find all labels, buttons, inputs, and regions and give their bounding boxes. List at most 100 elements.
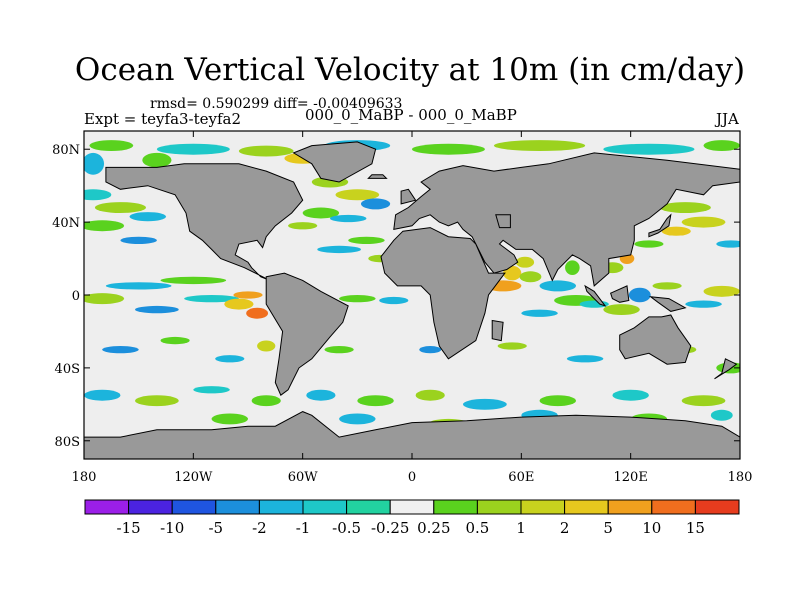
- contour-patch: [348, 236, 385, 244]
- land-australia: [619, 314, 692, 365]
- colorbar-box: [433, 499, 478, 515]
- contour-patch: [661, 226, 691, 236]
- lon-tick-label: 0: [408, 470, 416, 485]
- contour-patch: [415, 389, 445, 401]
- contour-patch: [710, 409, 733, 421]
- colorbar-label: 10: [642, 519, 661, 537]
- contour-patch: [238, 145, 294, 157]
- map-ticks: 180 120W 60W 0 60E 120E 180 80N 40N 0 40S 80S: [52, 131, 752, 485]
- colorbar-label: -15: [117, 519, 141, 537]
- colorbar-label: -1: [296, 519, 311, 537]
- colorbar-label: -10: [160, 519, 184, 537]
- land-iceland: [367, 174, 388, 179]
- contour-patch: [233, 291, 263, 299]
- contour-patch: [539, 395, 576, 407]
- land-antarctica: [84, 411, 740, 459]
- lon-tick-label: 60W: [288, 470, 319, 485]
- contour-patch: [224, 298, 254, 310]
- contour-patch: [211, 413, 248, 425]
- contour-patch: [339, 413, 376, 425]
- stats-text: rmsd= 0.590299 diff= -0.00409633: [150, 96, 403, 112]
- contour-patch: [612, 389, 649, 401]
- contour-patch: [379, 296, 409, 305]
- contour-patch: [628, 287, 651, 303]
- colorbar-box: [520, 499, 566, 515]
- plot-title: Ocean Vertical Velocity at 10m (in cm/da…: [74, 52, 746, 88]
- colorbar-box: [476, 499, 522, 515]
- colorbar-box: [694, 499, 740, 515]
- land-mask: [84, 141, 740, 459]
- colorbar-label: -5: [208, 519, 223, 537]
- contour-patch: [84, 293, 125, 305]
- contour-patch: [335, 189, 380, 201]
- contour-patch: [288, 222, 318, 230]
- lon-tick-label: 120W: [174, 470, 213, 485]
- contour-patch: [565, 260, 580, 275]
- contour-patch: [412, 143, 485, 155]
- contour-patch: [306, 389, 336, 401]
- center-subtitle: 000_0_MaBP - 000_0_MaBP: [305, 106, 517, 124]
- lon-tick-label: 180: [72, 470, 97, 485]
- land-new-zealand: [714, 358, 738, 380]
- contour-patch: [102, 346, 139, 354]
- land-indonesia-sumatra: [584, 284, 607, 307]
- contour-patch: [193, 386, 230, 394]
- contour-patch: [246, 307, 269, 319]
- colorbar-box: [346, 499, 391, 515]
- lat-tick-label: 40N: [52, 216, 80, 231]
- colorbar-label: -0.5: [332, 519, 361, 537]
- land-japan: [648, 213, 672, 238]
- contour-patch: [84, 152, 105, 175]
- contour-patch: [105, 282, 172, 290]
- contour-patch: [160, 276, 227, 285]
- land-madagascar: [491, 319, 504, 342]
- contour-patch: [339, 295, 376, 303]
- contour-patch: [703, 285, 740, 297]
- contour-patch: [129, 212, 166, 222]
- contour-patch: [566, 355, 604, 363]
- map-panel: [84, 131, 740, 459]
- colorbar-box: [651, 499, 696, 515]
- contour-patch: [156, 143, 230, 155]
- contour-patch: [89, 140, 134, 152]
- contour-patch: [497, 342, 527, 350]
- colorbar-label: 2: [560, 519, 570, 537]
- colorbar-box: [302, 499, 348, 515]
- lat-tick-label: 40S: [55, 362, 80, 377]
- land-greenland: [292, 141, 377, 183]
- contour-patch: [521, 309, 558, 317]
- colorbar-label: 5: [603, 519, 613, 537]
- colorbar-box: [564, 499, 609, 515]
- contour-patch: [603, 304, 640, 316]
- lon-tick-label: 60E: [508, 470, 534, 485]
- contour-patch: [251, 395, 281, 407]
- colorbar-label: -2: [252, 519, 267, 537]
- contour-patch: [539, 280, 576, 292]
- land-caspian-ring: [495, 214, 511, 229]
- contour-patch: [652, 282, 682, 290]
- contour-patch: [659, 202, 711, 214]
- land-new-guinea: [648, 296, 687, 312]
- contour-patch: [324, 346, 354, 354]
- contour-patch: [302, 207, 340, 219]
- land-north-america: [105, 163, 304, 281]
- contour-patch: [160, 336, 190, 345]
- contour-patch: [84, 389, 121, 401]
- land-south-america: [265, 272, 349, 396]
- contour-patch: [257, 340, 276, 352]
- contour-patch: [703, 140, 740, 152]
- lat-tick-label: 0: [72, 289, 80, 304]
- left-subtitle: Expt = teyfa3-teyfa2: [84, 110, 242, 128]
- contour-patch: [681, 395, 726, 407]
- colorbar-label: -0.25: [371, 519, 409, 537]
- contour-patch: [357, 395, 394, 407]
- contour-patch: [215, 355, 245, 363]
- contour-patch: [142, 152, 172, 168]
- colorbar-box: [258, 499, 304, 515]
- colorbar-label: 15: [686, 519, 705, 537]
- colorbar-label: 0.5: [465, 519, 489, 537]
- contour-patch: [685, 300, 722, 308]
- land-indonesia-borneo: [609, 285, 630, 303]
- contour-patch: [494, 140, 586, 152]
- colorbar-label: 1: [516, 519, 526, 537]
